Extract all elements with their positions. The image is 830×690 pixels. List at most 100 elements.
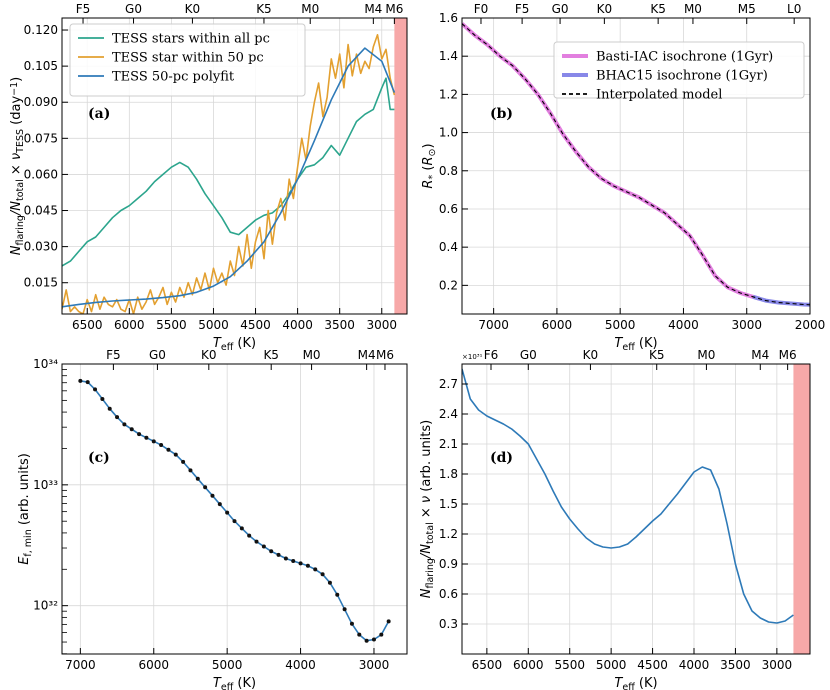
- data-point: [269, 549, 274, 554]
- axes-frame: [61, 363, 408, 655]
- y-tick-label: 2.7: [439, 377, 458, 391]
- x-tick-label: 4000: [679, 658, 710, 672]
- x-tick-label: 3500: [720, 658, 751, 672]
- x-tick-label: 4000: [668, 318, 699, 332]
- y-tick-label: 1.2: [439, 527, 458, 541]
- spectral-type-label: K0: [201, 348, 217, 362]
- x-tick-label: 6000: [542, 318, 573, 332]
- spectral-type-label: G0: [552, 2, 569, 16]
- series-group: [462, 22, 810, 307]
- data-point: [342, 607, 347, 612]
- x-tick-label: 5000: [596, 658, 627, 672]
- data-point: [144, 435, 149, 440]
- data-point: [386, 619, 391, 624]
- data-point: [327, 580, 332, 585]
- spectral-type-label: M0: [301, 2, 319, 16]
- data-point: [364, 638, 369, 643]
- series-line-e-f-min: [80, 380, 390, 642]
- data-point: [166, 447, 171, 452]
- y-tick-label: 10³²: [33, 599, 58, 613]
- y-tick-label: 10³³: [33, 478, 58, 492]
- x-tick-label: 4500: [637, 658, 668, 672]
- data-point: [195, 476, 200, 481]
- y-tick-label: 2.1: [439, 437, 458, 451]
- spectral-type-label: G0: [125, 2, 142, 16]
- y-tick-label: 0.8: [439, 164, 458, 178]
- y-tick-label: 0.2: [439, 278, 458, 292]
- y-tick-label: 0.6: [439, 587, 458, 601]
- data-point: [93, 387, 98, 392]
- x-axis-label: Teff (K): [213, 676, 256, 690]
- data-point: [320, 572, 325, 577]
- data-point: [313, 567, 318, 572]
- axes-frame: [61, 17, 408, 315]
- panel-b: 7000 6000 5000 4000 3000 2000 0.2 0.4 0.6 0.8 1.0 1…: [421, 2, 825, 353]
- spectral-type-label: K5: [256, 2, 272, 16]
- spectral-type-label: K0: [597, 2, 613, 16]
- series-line-interpolated-model: [462, 23, 810, 306]
- data-point: [379, 632, 384, 637]
- data-point: [247, 533, 252, 538]
- panel-label: (a): [88, 106, 110, 122]
- x-tick-label: 6500: [472, 658, 503, 672]
- y-tick-label: 0.030: [24, 240, 58, 254]
- x-tick-label: 7000: [478, 318, 509, 332]
- y-multiplier: ×10³¹: [462, 353, 483, 361]
- panel-label: (d): [490, 450, 513, 466]
- legend-entry: BHAC15 isochrone (1Gyr): [596, 69, 768, 84]
- spectral-type-label: K5: [650, 2, 666, 16]
- series-group: [62, 33, 396, 314]
- y-axis-label: Nflaring/Ntotal × νTESS (day−1): [9, 77, 26, 256]
- spectral-type-label: M0: [684, 2, 702, 16]
- series-group: [462, 368, 794, 624]
- panel-d: 6500 6000 5500 5000 4500 4000 3500 3000 0.3 0.6 0.…: [419, 348, 811, 690]
- axes-frame: [461, 363, 811, 655]
- data-point: [151, 439, 156, 444]
- y-tick-label: 0.090: [24, 95, 58, 109]
- spectral-type-label: K0: [583, 348, 599, 362]
- data-point: [283, 556, 288, 561]
- data-point: [357, 632, 362, 637]
- y-tick-label: 0.060: [24, 167, 58, 181]
- data-point: [85, 380, 90, 385]
- x-tick-label: 3000: [359, 658, 390, 672]
- data-point: [371, 637, 376, 642]
- x-tick-label: 5500: [554, 658, 585, 672]
- y-tick-label: 2.4: [439, 407, 458, 421]
- x-tick-label: 5000: [212, 658, 243, 672]
- data-point: [107, 406, 112, 411]
- y-tick-label: 0.6: [439, 202, 458, 216]
- y-tick-label: 1.8: [439, 467, 458, 481]
- data-point: [115, 415, 120, 420]
- y-tick-label: 0.015: [24, 276, 58, 290]
- x-tick-label: 3500: [324, 318, 355, 332]
- x-tick-label: 3000: [762, 658, 793, 672]
- spectral-type-label: K5: [649, 348, 665, 362]
- x-tick-label: 5000: [605, 318, 636, 332]
- data-point: [210, 493, 215, 498]
- spectral-type-label: M6: [385, 2, 403, 16]
- x-axis-label: Teff (K): [614, 676, 657, 690]
- data-point: [349, 621, 354, 626]
- spectral-type-label: G0: [520, 348, 537, 362]
- data-point: [129, 427, 134, 432]
- x-tick-label: 7000: [65, 658, 96, 672]
- spectral-type-label: K5: [263, 348, 279, 362]
- panel-a: 6500 6000 5500 5000 4500 4000 3500 3000 0.015 0.0…: [9, 2, 408, 353]
- legend-entry: Interpolated model: [596, 88, 722, 103]
- spectral-type-label: F6: [484, 348, 499, 362]
- x-axis-label: Teff (K): [614, 336, 657, 353]
- y-tick-label: 1.5: [439, 497, 458, 511]
- x-tick-label: 2000: [795, 318, 826, 332]
- spectral-type-label: M4: [364, 2, 382, 16]
- y-tick-label: 1.0: [439, 126, 458, 140]
- spectral-type-label: L0: [787, 2, 801, 16]
- spectral-type-label: G0: [149, 348, 166, 362]
- y-tick-label: 0.105: [24, 59, 58, 73]
- legend-entry: TESS 50-pc polyfit: [112, 70, 235, 85]
- spectral-type-label: M5: [738, 2, 756, 16]
- y-axis-label: Nflaring/Ntotal × ν (arb. units): [419, 420, 436, 599]
- shaded-region: [394, 18, 407, 314]
- x-tick-label: 4000: [285, 658, 316, 672]
- series-line-tess-stars-within-all-pc: [62, 77, 395, 267]
